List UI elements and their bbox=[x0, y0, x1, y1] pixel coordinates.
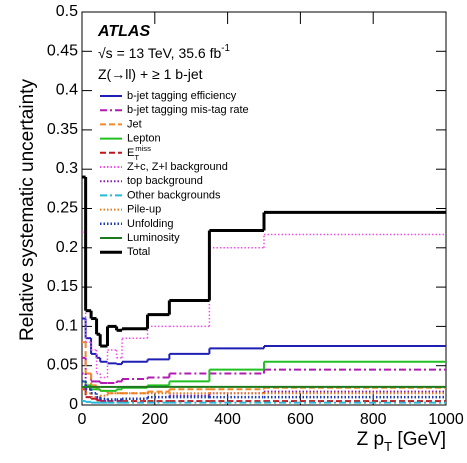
y-tick-label: 0.25 bbox=[47, 200, 78, 217]
legend-label: ETmiss bbox=[127, 143, 151, 161]
legend-label: Other backgrounds bbox=[127, 189, 221, 201]
legend-label: Total bbox=[127, 246, 150, 258]
legend-label: Luminosity bbox=[127, 232, 180, 244]
y-tick-label: 0.1 bbox=[56, 318, 78, 335]
y-tick-label: 0.15 bbox=[47, 278, 78, 295]
selection-label: Z(→ll) + ≥ 1 b-jet bbox=[98, 66, 203, 82]
atlas-label: ATLAS bbox=[97, 23, 150, 40]
y-tick-label: 0.05 bbox=[47, 357, 78, 374]
y-tick-label: 0.2 bbox=[56, 239, 78, 256]
legend-label: Jet bbox=[127, 118, 142, 130]
y-tick-label: 0.3 bbox=[56, 160, 78, 177]
y-tick-label: 0.4 bbox=[56, 82, 78, 99]
legend-label: Unfolding bbox=[127, 218, 173, 230]
x-tick-label: 0 bbox=[78, 411, 87, 428]
y-tick-label: 0 bbox=[69, 396, 78, 413]
x-tick-label: 800 bbox=[360, 411, 387, 428]
y-tick-label: 0.45 bbox=[47, 43, 78, 60]
y-axis-title: Relative systematic uncertainty bbox=[17, 79, 38, 341]
energy-label: √s = 13 TeV, 35.6 fb-1 bbox=[98, 43, 230, 61]
legend-label: top background bbox=[127, 175, 203, 187]
x-tick-label: 600 bbox=[287, 411, 314, 428]
x-axis-title: Z pT [GeV] bbox=[357, 429, 446, 454]
y-tick-label: 0.5 bbox=[56, 3, 78, 20]
legend-label: Pile-up bbox=[127, 204, 161, 216]
legend-label: b-jet tagging efficiency bbox=[127, 90, 237, 102]
legend-label: b-jet tagging mis-tag rate bbox=[127, 104, 249, 116]
x-tick-label: 400 bbox=[214, 411, 241, 428]
legend-label: Z+c, Z+l background bbox=[127, 161, 228, 173]
x-tick-label: 1000 bbox=[428, 411, 464, 428]
x-tick-label: 200 bbox=[141, 411, 168, 428]
y-tick-label: 0.35 bbox=[47, 121, 78, 138]
legend-label: Lepton bbox=[127, 133, 161, 145]
